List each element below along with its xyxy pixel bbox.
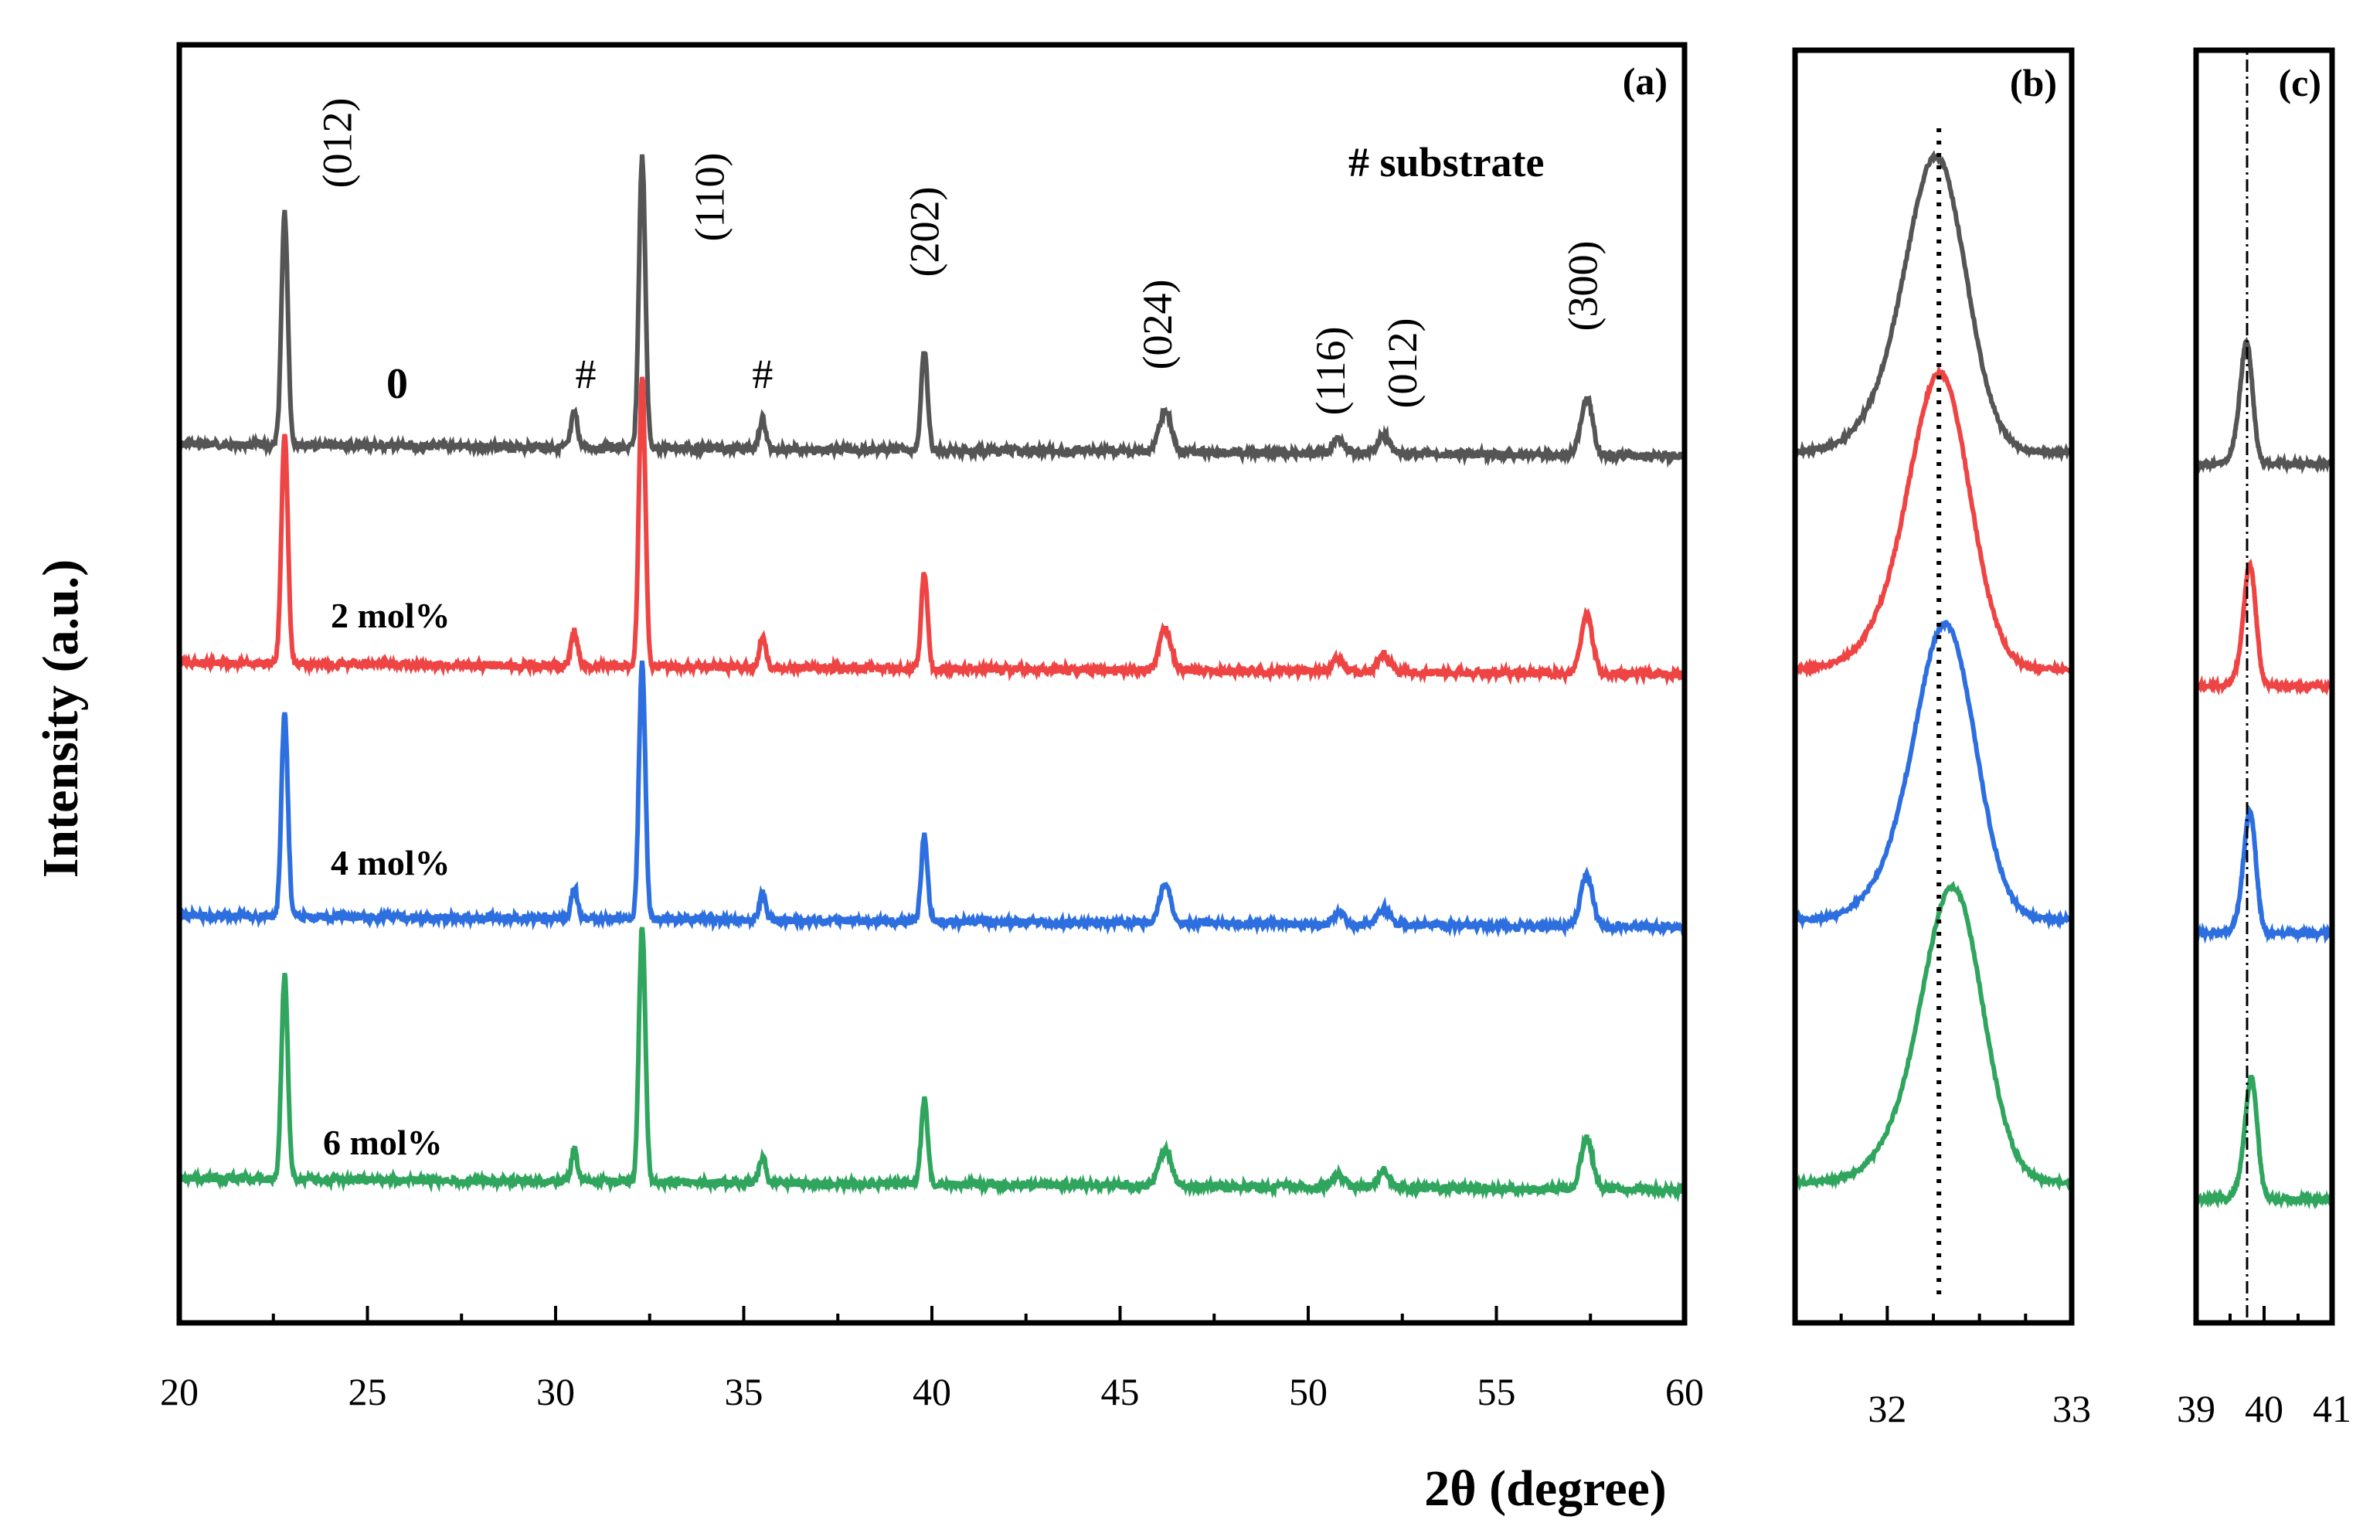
zoom-series-line-3 bbox=[2194, 1074, 2334, 1210]
panel-a-label: (a) bbox=[1623, 59, 1668, 103]
peak-label: (024) bbox=[1134, 280, 1181, 370]
panel-b-tick-label: 32 bbox=[1868, 1387, 1906, 1430]
legend-substrate-note: # substrate bbox=[1348, 139, 1545, 185]
series-line-0 bbox=[178, 154, 1687, 468]
substrate-mark: # bbox=[752, 351, 773, 397]
peak-label: (012) bbox=[1379, 318, 1426, 409]
peak-label: (202) bbox=[901, 187, 947, 277]
series-label: 2 mol% bbox=[331, 596, 450, 635]
panel-c-tick-label: 39 bbox=[2177, 1387, 2215, 1430]
zoom-series-line-2 bbox=[2194, 804, 2334, 945]
peak-label: (116) bbox=[1307, 327, 1354, 416]
panel-b-tick-label: 33 bbox=[2052, 1387, 2091, 1430]
panel-a-tick-label: 45 bbox=[1101, 1370, 1140, 1413]
panel-c-tick-label: 40 bbox=[2245, 1387, 2283, 1430]
panel-b: 32 33 (b) bbox=[1792, 47, 2091, 1430]
y-axis-label: Intensity (a.u.) bbox=[32, 559, 89, 879]
panel-a-tick-label: 35 bbox=[725, 1370, 763, 1413]
series-label: 4 mol% bbox=[331, 843, 450, 882]
series-label: 6 mol% bbox=[323, 1123, 443, 1162]
panel-c-tick-label: 41 bbox=[2313, 1387, 2351, 1430]
panel-a-tick-label: 25 bbox=[348, 1370, 387, 1413]
zoom-series-line-0 bbox=[1794, 150, 2073, 463]
series-line-2 bbox=[177, 660, 1687, 939]
zoom-series-line-1 bbox=[2194, 558, 2334, 696]
panel-a-tick-label: 20 bbox=[160, 1370, 199, 1413]
series-line-3 bbox=[178, 926, 1687, 1203]
panel-c: 39 40 41 (c) bbox=[2177, 47, 2351, 1430]
panel-b-frame bbox=[1792, 47, 2075, 1326]
zoom-series-line-1 bbox=[1793, 365, 2073, 678]
panel-a: 20 25 30 35 40 45 50 55 60 (a) # substrate (012)… bbox=[32, 42, 1704, 1413]
panel-a-tick-label: 60 bbox=[1665, 1370, 1704, 1413]
zoom-series-line-2 bbox=[1793, 620, 2073, 930]
panel-c-label: (c) bbox=[2279, 61, 2322, 104]
panel-a-tick-label: 50 bbox=[1289, 1370, 1328, 1413]
panel-b-label: (b) bbox=[2010, 61, 2057, 104]
x-axis-label: 2θ (degree) bbox=[1424, 1460, 1667, 1517]
series-label: 0 bbox=[386, 360, 408, 408]
panel-a-tick-label: 40 bbox=[913, 1370, 951, 1413]
zoom-series-line-3 bbox=[1794, 881, 2074, 1192]
peak-label: (012) bbox=[314, 98, 361, 189]
peak-label: (300) bbox=[1560, 241, 1606, 331]
substrate-mark: # bbox=[575, 351, 596, 397]
panel-a-tick-label: 30 bbox=[536, 1370, 575, 1413]
panel-a-tick-label: 55 bbox=[1477, 1370, 1516, 1413]
peak-label: (110) bbox=[687, 153, 733, 242]
zoom-series-line-0 bbox=[2194, 336, 2334, 475]
series-line-1 bbox=[177, 376, 1686, 687]
